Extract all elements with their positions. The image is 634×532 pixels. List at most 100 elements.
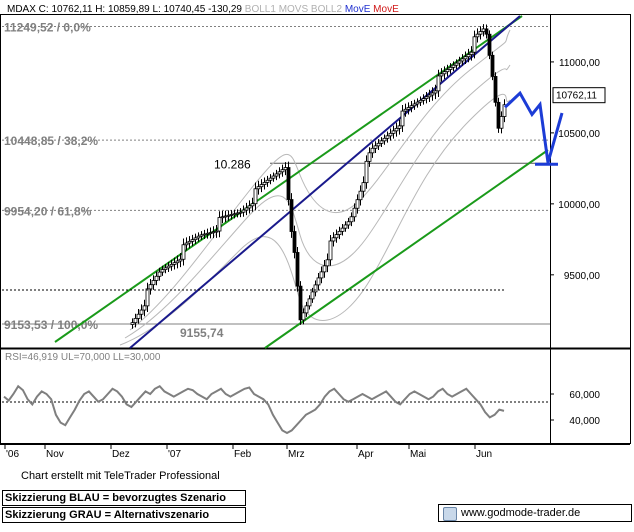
candle-body — [385, 135, 390, 139]
candle-body — [211, 231, 216, 234]
candle-body — [493, 76, 498, 103]
candle-body — [379, 140, 384, 144]
candle-body — [427, 94, 432, 98]
candle-body — [220, 216, 225, 219]
candle-body — [421, 98, 426, 101]
candle-body — [316, 277, 321, 286]
candle-body — [445, 69, 450, 73]
candle-body — [400, 110, 405, 127]
candle-body — [208, 232, 213, 234]
time-label: '07 — [168, 449, 181, 460]
candle-body — [346, 221, 351, 226]
header-move-blue: MovE — [342, 4, 371, 15]
candle-body — [391, 130, 396, 134]
rsi-line — [3, 384, 505, 435]
candle-body — [364, 160, 369, 184]
candle-body — [202, 233, 207, 236]
candle-body — [289, 199, 294, 232]
candle-body — [178, 258, 183, 262]
time-label: Mrz — [288, 449, 305, 460]
candle-body — [439, 73, 444, 77]
candle-body — [142, 305, 147, 311]
candle-body — [310, 291, 315, 300]
last-price-label: 10762,11 — [556, 91, 597, 102]
fib-label: 10448,85 / 38,2% — [4, 134, 98, 148]
trend-line-blue — [129, 15, 521, 349]
chart-credit: Chart erstellt mit TeleTrader Profession… — [21, 470, 220, 482]
candle-body — [337, 230, 342, 235]
annotation-10286: 10.286 — [214, 157, 251, 171]
candle-body — [133, 318, 138, 324]
candle-body — [454, 62, 459, 66]
time-label: Jun — [476, 449, 492, 460]
legend-blue-scenario: Skizzierung BLAU = bevorzugtes Szenario — [2, 490, 246, 506]
candle-body — [361, 182, 366, 192]
candle-body — [277, 171, 282, 175]
candle-body — [352, 207, 357, 218]
candle-body — [487, 33, 492, 56]
website-box[interactable]: www.godmode-trader.de — [438, 504, 632, 522]
candle-body — [265, 179, 270, 183]
chart-header: MDAX C: 10762,11 H: 10859,89 L: 10740,45… — [7, 4, 399, 15]
candle-body — [274, 173, 279, 177]
site-logo-icon — [443, 507, 457, 521]
candle-body — [313, 284, 318, 293]
candle-body — [196, 235, 201, 239]
time-label: Nov — [46, 449, 64, 460]
candle-body — [328, 240, 333, 261]
candle-body — [217, 217, 222, 232]
candle-body — [229, 214, 234, 216]
candle-body — [382, 137, 387, 142]
candle-body — [160, 269, 165, 273]
candle-body — [139, 309, 144, 315]
candle-body — [253, 188, 258, 205]
candle-body — [223, 215, 228, 218]
website-link[interactable]: www.godmode-trader.de — [461, 507, 581, 519]
candle-body — [262, 182, 267, 185]
candle-body — [325, 259, 330, 267]
header-move-red: MovE — [370, 4, 399, 15]
candle-body — [130, 322, 135, 325]
candle-body — [376, 142, 381, 147]
candle-body — [442, 71, 447, 75]
candle-body — [478, 31, 483, 35]
candle-body — [499, 116, 504, 129]
candle-body — [424, 96, 429, 99]
trend-channel-lower — [264, 149, 549, 349]
candle-body — [136, 313, 141, 319]
candle-body — [436, 75, 441, 92]
legend-gray-scenario: Skizzierung GRAU = Alternativszenario — [2, 507, 246, 523]
candle-body — [403, 108, 408, 112]
candle-body — [460, 58, 465, 62]
candle-body — [214, 230, 219, 233]
candle-body — [175, 260, 180, 264]
time-label: Mai — [410, 449, 426, 460]
candle-body — [469, 51, 474, 55]
candle-body — [292, 231, 297, 253]
candle-body — [388, 132, 393, 137]
candle-body — [247, 205, 252, 209]
candle-body — [235, 212, 240, 215]
candle-body — [322, 265, 327, 273]
candle-body — [415, 101, 420, 105]
candle-body — [280, 169, 285, 173]
price-label: 9500,00 — [564, 271, 601, 282]
scenario-blue-path — [503, 90, 564, 164]
candle-body — [301, 312, 306, 321]
candle-body — [271, 175, 276, 179]
candle-body — [418, 99, 423, 103]
candle-body — [172, 262, 177, 265]
candle-body — [475, 33, 480, 38]
candle-body — [472, 36, 477, 53]
candle-body — [205, 232, 210, 235]
time-label: Dez — [112, 449, 130, 460]
candle-body — [241, 209, 246, 213]
candle-body — [244, 207, 249, 211]
candle-body — [373, 145, 378, 149]
price-label: 10500,00 — [558, 129, 600, 140]
candle-body — [355, 199, 360, 209]
candle-body — [190, 239, 195, 242]
candle-body — [238, 211, 243, 214]
time-label: Feb — [234, 449, 252, 460]
